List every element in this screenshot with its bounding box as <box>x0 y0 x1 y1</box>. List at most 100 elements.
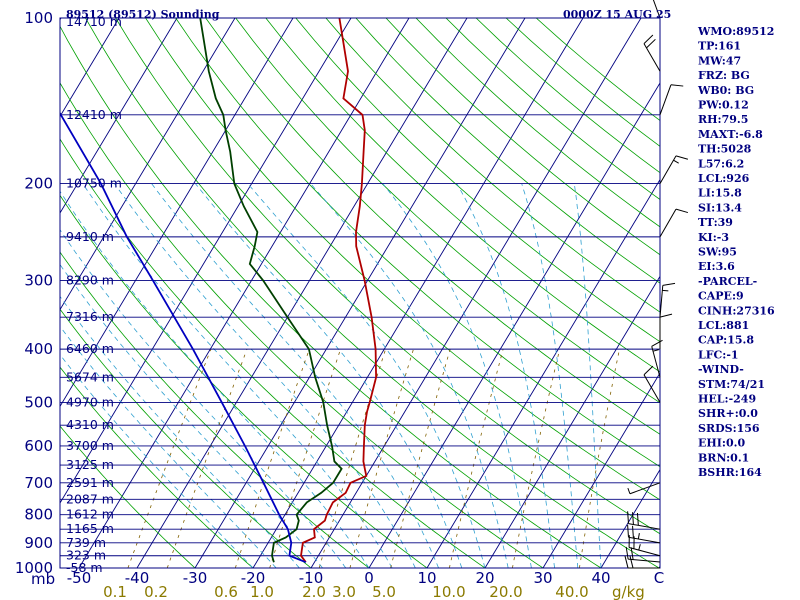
pressure-tick-label: 900 <box>24 534 53 552</box>
height-label: 5674 m <box>66 369 114 384</box>
temperature-tick-label: 20 <box>475 569 494 587</box>
wind-barb-staff <box>651 346 661 378</box>
wind-barb-half-feather <box>662 289 669 292</box>
isotherm-grid <box>60 18 660 568</box>
wind-barb-staff <box>628 523 661 530</box>
wind-barb <box>625 546 661 563</box>
isotherm-line <box>484 275 660 568</box>
height-label: 8290 m <box>66 272 114 287</box>
mixing-ratio-tick-label: 0.2 <box>144 583 168 600</box>
temperature-tick-label: 10 <box>417 569 436 587</box>
wind-barb-feather <box>627 511 629 524</box>
index-line: L57:6.2 <box>698 157 744 170</box>
height-label: 2087 m <box>66 491 114 506</box>
wind-barb-staff <box>659 208 677 238</box>
wind-barb-feather <box>629 555 634 569</box>
pressure-tick-label: 700 <box>24 474 53 492</box>
isotherm-line <box>426 178 660 568</box>
pressure-tick-label: 300 <box>24 271 53 289</box>
temperature-tick-label: -20 <box>241 569 266 587</box>
height-label: 14710 m <box>66 14 122 29</box>
index-line: KI:-3 <box>698 231 729 244</box>
pressure-tick-label: 200 <box>24 175 53 193</box>
index-line: TP:161 <box>698 40 741 53</box>
index-line: LCL:881 <box>698 319 749 332</box>
sounding-series-line <box>60 111 307 564</box>
wind-barb-staff <box>628 546 661 557</box>
mixing-ratio-tick-label: 0.1 <box>103 583 127 600</box>
wind-barb <box>643 365 661 403</box>
wind-barb-staff <box>628 558 661 563</box>
wind-barb <box>627 524 661 544</box>
isotherm-line <box>542 372 660 568</box>
height-label: 1165 m <box>66 521 114 536</box>
isotherm-line <box>78 18 410 568</box>
index-line: SW:95 <box>698 246 737 259</box>
mixing-ratio-tick-label: 3.0 <box>332 583 356 600</box>
temperature-tick-label: -10 <box>299 569 324 587</box>
index-line: TH:5028 <box>698 143 752 156</box>
wind-barb-staff <box>659 155 677 184</box>
mixing-ratio-tick-label: 10.0 <box>432 583 465 600</box>
wind-barb <box>643 34 661 72</box>
height-label: -58 m <box>66 560 103 575</box>
wind-barb-half-feather <box>637 533 640 540</box>
temperature-tick-label: -50 <box>67 569 92 587</box>
wind-barb <box>627 511 661 530</box>
wind-barb <box>624 555 660 569</box>
wind-barb-staff <box>628 536 661 544</box>
wind-barb-feather <box>636 512 639 526</box>
moist-adiabat-line <box>382 183 532 568</box>
wind-barb-feather <box>625 546 629 560</box>
mixing-ratio-tick-label: 1.0 <box>250 583 274 600</box>
wind-barb-feather <box>624 555 629 569</box>
wind-barb-feather <box>643 365 654 376</box>
height-label: 2591 m <box>66 475 114 490</box>
wind-barb <box>659 313 673 350</box>
index-line: HEL:-249 <box>698 393 756 406</box>
sounding-series <box>60 18 378 564</box>
index-line: CINH:27316 <box>698 304 775 317</box>
wind-barb <box>659 208 689 238</box>
pressure-tick-label: 500 <box>24 393 53 411</box>
index-line: SI:13.4 <box>698 201 742 214</box>
mixing-ratio-unit-label: g/kg <box>612 583 645 600</box>
height-label: 739 m <box>66 535 106 550</box>
index-line: SHR+:0.0 <box>698 407 758 420</box>
index-line: FRZ: BG <box>698 69 750 82</box>
index-line: RH:79.5 <box>698 113 748 126</box>
wind-barb <box>627 482 661 495</box>
temperature-tick-label: -40 <box>125 569 150 587</box>
moist-adiabat-line <box>82 183 393 568</box>
wind-barb <box>651 339 663 378</box>
isotherm-line <box>136 18 468 568</box>
index-line: LI:15.8 <box>698 187 742 200</box>
temperature-tick-label: 30 <box>533 569 552 587</box>
moist-adiabat-line <box>60 325 277 568</box>
wind-barb-feather <box>675 155 689 160</box>
height-label: 10750 m <box>66 176 122 191</box>
mixing-ratio-tick-label: 40.0 <box>555 583 588 600</box>
isotherm-line <box>600 468 660 568</box>
height-label: 7316 m <box>66 309 114 324</box>
height-label: 12410 m <box>66 107 122 122</box>
pressure-tick-label: 1000 <box>15 559 53 577</box>
wind-barb-feather <box>632 512 634 525</box>
height-label: 3125 m <box>66 457 114 472</box>
pressure-tick-label: 800 <box>24 506 53 524</box>
wind-barb-feather <box>646 38 656 49</box>
wind-barb <box>659 282 676 318</box>
isotherm-line <box>60 18 178 214</box>
obs-time: 0000Z 15 AUG 25 <box>563 8 671 21</box>
temperature-tick-label: -30 <box>183 569 208 587</box>
height-label: 323 m <box>66 548 106 563</box>
index-line: BSHR:164 <box>698 466 762 479</box>
isotherm-line <box>60 18 236 311</box>
pressure-axis-labels: 100 200 300 400 500 600 700 800 900 1000 <box>15 9 53 577</box>
station-title: 89512 (89512) Sounding <box>66 8 220 21</box>
index-line: MW:47 <box>698 54 741 67</box>
index-line: MAXT:-6.8 <box>698 128 763 141</box>
